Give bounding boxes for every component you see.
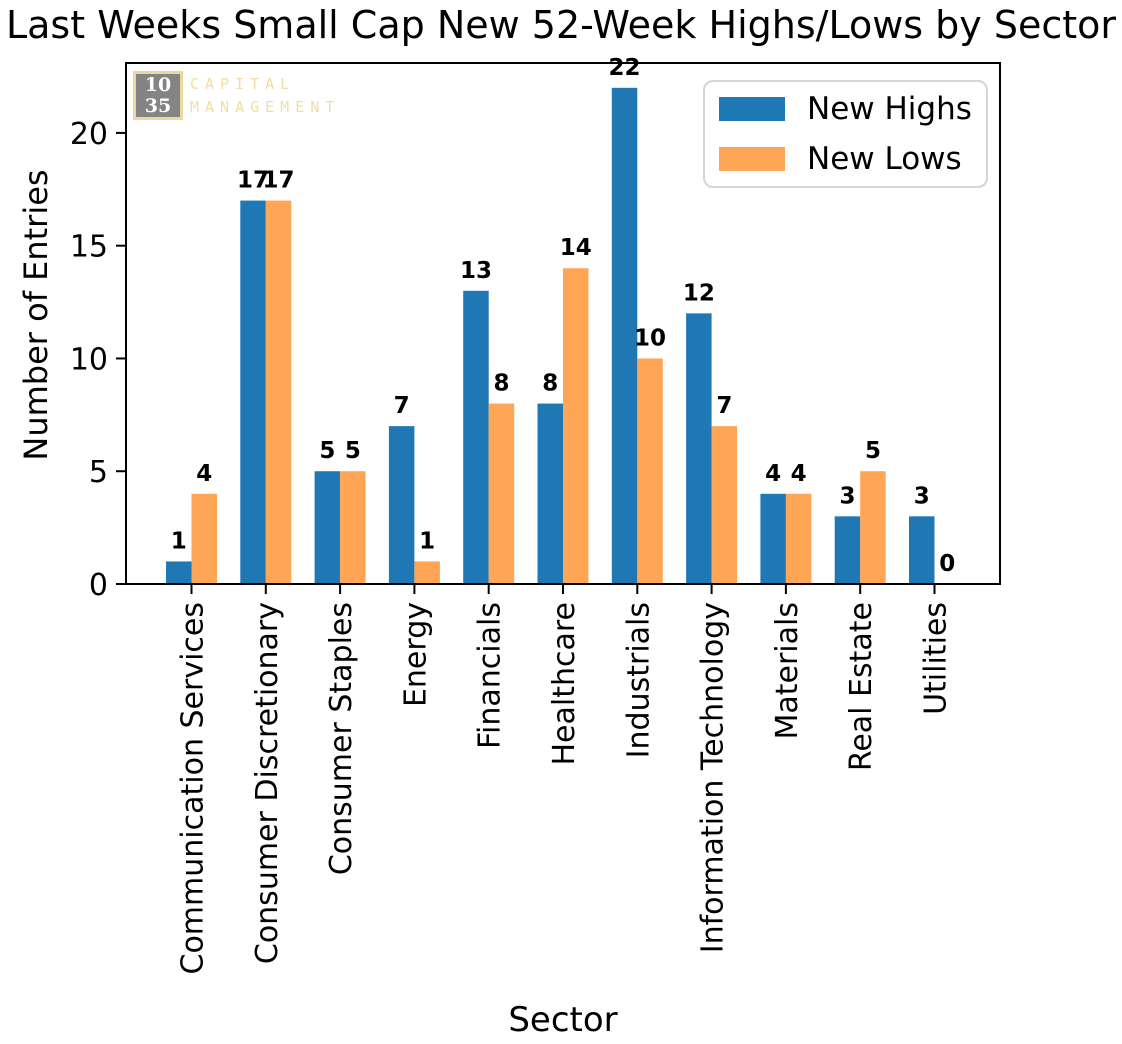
bar-new-lows-consumer-discretionary (265, 200, 292, 585)
legend-label-new-lows: New Lows (807, 141, 962, 177)
x-tick-label-materials: Materials (770, 602, 805, 740)
bar-new-lows-real-estate (860, 471, 886, 584)
bar-value-label-new-highs-financials: 13 (460, 258, 492, 284)
bar-value-label-new-lows-materials: 4 (791, 461, 807, 487)
y-axis-label: Number of Entries (17, 169, 55, 461)
legend: New Highs New Lows (703, 80, 988, 188)
bar-new-highs-utilities (909, 516, 935, 584)
bar-value-label-new-lows-consumer-staples: 5 (345, 438, 361, 464)
x-tick-label-utilities: Utilities (919, 602, 954, 715)
bar-new-highs-materials (760, 493, 786, 584)
x-tick-label-healthcare: Healthcare (547, 602, 582, 766)
bar-new-lows-information-technology (711, 426, 738, 584)
bar-new-highs-financials (463, 290, 489, 584)
y-tick-label-20: 20 (70, 117, 108, 152)
logo-wordmark-line2: MANAGEMENT (190, 98, 341, 116)
bar-value-label-new-lows-information-technology: 7 (716, 393, 732, 419)
logo-wordmark-line1: CAPITAL (190, 75, 296, 93)
y-tick-label-15: 15 (70, 230, 108, 265)
x-tick-label-information-technology: Information Technology (696, 602, 731, 953)
bar-value-label-new-highs-healthcare: 8 (542, 371, 558, 397)
bar-new-highs-energy (388, 426, 415, 584)
bar-new-highs-healthcare (537, 403, 563, 584)
bar-value-label-new-lows-financials: 8 (493, 371, 509, 397)
legend-item-new-highs: New Highs (719, 92, 972, 126)
logo-box-line1: 10 (144, 74, 172, 96)
bar-value-label-new-lows-utilities: 0 (939, 551, 955, 577)
bar-new-lows-financials (488, 403, 515, 584)
logo-wordmark: CAPITAL MANAGEMENT (190, 71, 340, 120)
bar-value-label-new-highs-energy: 7 (394, 393, 410, 419)
bar-new-highs-real-estate (834, 516, 861, 584)
y-tick-label-0: 0 (89, 568, 108, 603)
bar-new-lows-materials (785, 493, 812, 584)
x-tick-label-financials: Financials (473, 602, 508, 749)
bar-new-lows-energy (414, 561, 440, 584)
x-tick-label-consumer-discretionary: Consumer Discretionary (250, 602, 285, 964)
x-tick-label-industrials: Industrials (621, 602, 656, 758)
bar-new-lows-industrials (637, 358, 663, 584)
bar-value-label-new-lows-consumer-discretionary: 17 (263, 168, 295, 194)
legend-swatch-new-highs (719, 97, 785, 121)
x-tick-label-real-estate: Real Estate (844, 602, 879, 771)
logo-box: 10 35 (133, 71, 183, 120)
bar-value-label-new-highs-real-estate: 3 (839, 483, 855, 509)
bar-new-highs-communication-services (166, 561, 192, 584)
legend-item-new-lows: New Lows (719, 142, 972, 176)
y-tick-label-5: 5 (89, 455, 108, 490)
bar-value-label-new-highs-information-technology: 12 (683, 280, 715, 306)
bar-value-label-new-lows-energy: 1 (419, 528, 435, 554)
brand-logo: 10 35 CAPITAL MANAGEMENT (133, 71, 340, 120)
x-tick-label-consumer-staples: Consumer Staples (324, 602, 359, 875)
bar-value-label-new-highs-communication-services: 1 (171, 528, 187, 554)
bar-new-highs-consumer-staples (314, 471, 341, 584)
bar-new-highs-industrials (611, 87, 638, 585)
bar-value-label-new-highs-consumer-staples: 5 (319, 438, 335, 464)
x-axis-label: Sector (508, 1000, 618, 1040)
bar-value-label-new-lows-real-estate: 5 (865, 438, 881, 464)
bar-value-label-new-highs-materials: 4 (765, 461, 781, 487)
bar-value-label-new-lows-industrials: 10 (634, 325, 666, 351)
bar-value-label-new-lows-healthcare: 14 (560, 235, 592, 261)
chart-title: Last Weeks Small Cap New 52-Week Highs/L… (5, 3, 1117, 47)
legend-swatch-new-lows (719, 147, 785, 171)
y-tick-label-10: 10 (70, 342, 108, 377)
bar-new-lows-consumer-staples (340, 471, 366, 584)
bar-new-lows-communication-services (191, 493, 217, 584)
bar-value-label-new-highs-consumer-discretionary: 17 (237, 168, 269, 194)
logo-box-line2: 35 (144, 95, 172, 117)
x-tick-label-energy: Energy (398, 602, 433, 707)
bar-new-lows-healthcare (563, 268, 589, 584)
bar-value-label-new-highs-industrials: 22 (609, 55, 641, 81)
bar-new-highs-consumer-discretionary (240, 200, 266, 585)
legend-label-new-highs: New Highs (807, 91, 972, 127)
bar-new-highs-information-technology (686, 313, 712, 584)
bar-value-label-new-lows-communication-services: 4 (196, 461, 212, 487)
x-tick-label-communication-services: Communication Services (176, 602, 211, 975)
bar-value-label-new-highs-utilities: 3 (914, 483, 930, 509)
